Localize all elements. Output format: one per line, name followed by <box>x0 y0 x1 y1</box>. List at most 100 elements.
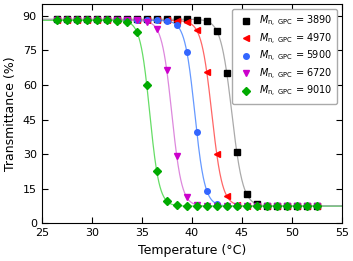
Legend: $\mathit{M}_{\mathrm{n,\ GPC}}$ = 3890, $\mathit{M}_{\mathrm{n,\ GPC}}$ = 4970, : $\mathit{M}_{\mathrm{n,\ GPC}}$ = 3890, … <box>233 9 337 104</box>
$\mathit{M}_{\mathrm{n,\ GPC}}$ = 9010 <box>104 19 109 22</box>
$\mathit{M}_{\mathrm{n,\ GPC}}$ = 3890 <box>245 193 249 196</box>
$\mathit{M}_{\mathrm{n,\ GPC}}$ = 3890 <box>145 17 149 21</box>
$\mathit{M}_{\mathrm{n,\ GPC}}$ = 3890 <box>205 20 209 23</box>
$\mathit{M}_{\mathrm{n,\ GPC}}$ = 4970 <box>275 205 279 208</box>
$\mathit{M}_{\mathrm{n,\ GPC}}$ = 6720 <box>215 205 219 208</box>
$\mathit{M}_{\mathrm{n,\ GPC}}$ = 4970 <box>285 205 289 208</box>
$\mathit{M}_{\mathrm{n,\ GPC}}$ = 4970 <box>185 20 189 23</box>
$\mathit{M}_{\mathrm{n,\ GPC}}$ = 3890 <box>155 17 159 21</box>
$\mathit{M}_{\mathrm{n,\ GPC}}$ = 5900 <box>215 202 219 205</box>
$\mathit{M}_{\mathrm{n,\ GPC}}$ = 9010 <box>95 19 99 22</box>
$\mathit{M}_{\mathrm{n,\ GPC}}$ = 5900 <box>315 205 319 208</box>
$\mathit{M}_{\mathrm{n,\ GPC}}$ = 3890 <box>185 18 189 21</box>
$\mathit{M}_{\mathrm{n,\ GPC}}$ = 4970 <box>305 205 309 208</box>
$\mathit{M}_{\mathrm{n,\ GPC}}$ = 3890 <box>225 72 229 75</box>
$\mathit{M}_{\mathrm{n,\ GPC}}$ = 9010 <box>145 83 149 86</box>
$\mathit{M}_{\mathrm{n,\ GPC}}$ = 6720 <box>305 205 309 208</box>
$\mathit{M}_{\mathrm{n,\ GPC}}$ = 5900 <box>255 205 259 208</box>
$\mathit{M}_{\mathrm{n,\ GPC}}$ = 5900 <box>235 205 239 208</box>
$\mathit{M}_{\mathrm{n,\ GPC}}$ = 6720 <box>275 205 279 208</box>
Line: $\mathit{M}_{\mathrm{n,\ GPC}}$ = 4970: $\mathit{M}_{\mathrm{n,\ GPC}}$ = 4970 <box>54 17 319 209</box>
$\mathit{M}_{\mathrm{n,\ GPC}}$ = 3890 <box>275 204 279 207</box>
$\mathit{M}_{\mathrm{n,\ GPC}}$ = 5900 <box>265 205 269 208</box>
$\mathit{M}_{\mathrm{n,\ GPC}}$ = 3890 <box>255 203 259 206</box>
$\mathit{M}_{\mathrm{n,\ GPC}}$ = 9010 <box>275 205 279 208</box>
$\mathit{M}_{\mathrm{n,\ GPC}}$ = 4970 <box>225 194 229 198</box>
$\mathit{M}_{\mathrm{n,\ GPC}}$ = 9010 <box>185 204 189 207</box>
$\mathit{M}_{\mathrm{n,\ GPC}}$ = 3890 <box>115 17 119 21</box>
$\mathit{M}_{\mathrm{n,\ GPC}}$ = 6720 <box>145 20 149 23</box>
$\mathit{M}_{\mathrm{n,\ GPC}}$ = 4970 <box>315 205 319 208</box>
$\mathit{M}_{\mathrm{n,\ GPC}}$ = 4970 <box>235 203 239 206</box>
$\mathit{M}_{\mathrm{n,\ GPC}}$ = 4970 <box>115 19 119 22</box>
$\mathit{M}_{\mathrm{n,\ GPC}}$ = 4970 <box>85 19 89 22</box>
$\mathit{M}_{\mathrm{n,\ GPC}}$ = 5900 <box>134 19 139 22</box>
$\mathit{M}_{\mathrm{n,\ GPC}}$ = 4970 <box>65 19 69 22</box>
$\mathit{M}_{\mathrm{n,\ GPC}}$ = 9010 <box>215 205 219 208</box>
$\mathit{M}_{\mathrm{n,\ GPC}}$ = 6720 <box>115 19 119 22</box>
$\mathit{M}_{\mathrm{n,\ GPC}}$ = 6720 <box>55 19 59 22</box>
$\mathit{M}_{\mathrm{n,\ GPC}}$ = 6720 <box>104 19 109 22</box>
$\mathit{M}_{\mathrm{n,\ GPC}}$ = 5900 <box>65 19 69 22</box>
$\mathit{M}_{\mathrm{n,\ GPC}}$ = 9010 <box>295 205 299 208</box>
$\mathit{M}_{\mathrm{n,\ GPC}}$ = 4970 <box>164 19 169 22</box>
$\mathit{M}_{\mathrm{n,\ GPC}}$ = 6720 <box>225 205 229 208</box>
$\mathit{M}_{\mathrm{n,\ GPC}}$ = 5900 <box>225 204 229 207</box>
$\mathit{M}_{\mathrm{n,\ GPC}}$ = 3890 <box>85 17 89 21</box>
$\mathit{M}_{\mathrm{n,\ GPC}}$ = 5900 <box>275 205 279 208</box>
$\mathit{M}_{\mathrm{n,\ GPC}}$ = 3890 <box>95 17 99 21</box>
$\mathit{M}_{\mathrm{n,\ GPC}}$ = 3890 <box>315 205 319 208</box>
$\mathit{M}_{\mathrm{n,\ GPC}}$ = 4970 <box>95 19 99 22</box>
$\mathit{M}_{\mathrm{n,\ GPC}}$ = 6720 <box>155 28 159 31</box>
$\mathit{M}_{\mathrm{n,\ GPC}}$ = 4970 <box>175 19 179 22</box>
$\mathit{M}_{\mathrm{n,\ GPC}}$ = 5900 <box>55 19 59 22</box>
$\mathit{M}_{\mathrm{n,\ GPC}}$ = 4970 <box>195 29 199 32</box>
$\mathit{M}_{\mathrm{n,\ GPC}}$ = 9010 <box>195 205 199 208</box>
$\mathit{M}_{\mathrm{n,\ GPC}}$ = 5900 <box>245 205 249 208</box>
$\mathit{M}_{\mathrm{n,\ GPC}}$ = 3890 <box>74 17 79 21</box>
$\mathit{M}_{\mathrm{n,\ GPC}}$ = 4970 <box>145 19 149 22</box>
$\mathit{M}_{\mathrm{n,\ GPC}}$ = 6720 <box>125 19 129 22</box>
$\mathit{M}_{\mathrm{n,\ GPC}}$ = 3890 <box>215 29 219 33</box>
$\mathit{M}_{\mathrm{n,\ GPC}}$ = 3890 <box>235 151 239 154</box>
$\mathit{M}_{\mathrm{n,\ GPC}}$ = 4970 <box>104 19 109 22</box>
Line: $\mathit{M}_{\mathrm{n,\ GPC}}$ = 9010: $\mathit{M}_{\mathrm{n,\ GPC}}$ = 9010 <box>54 17 319 209</box>
$\mathit{M}_{\mathrm{n,\ GPC}}$ = 6720 <box>74 19 79 22</box>
$\mathit{M}_{\mathrm{n,\ GPC}}$ = 6720 <box>95 19 99 22</box>
$\mathit{M}_{\mathrm{n,\ GPC}}$ = 5900 <box>125 19 129 22</box>
$\mathit{M}_{\mathrm{n,\ GPC}}$ = 5900 <box>185 50 189 53</box>
X-axis label: Temperature (°C): Temperature (°C) <box>138 244 246 257</box>
$\mathit{M}_{\mathrm{n,\ GPC}}$ = 6720 <box>164 69 169 72</box>
$\mathit{M}_{\mathrm{n,\ GPC}}$ = 5900 <box>104 19 109 22</box>
$\mathit{M}_{\mathrm{n,\ GPC}}$ = 6720 <box>185 196 189 199</box>
$\mathit{M}_{\mathrm{n,\ GPC}}$ = 5900 <box>285 205 289 208</box>
$\mathit{M}_{\mathrm{n,\ GPC}}$ = 9010 <box>74 19 79 22</box>
$\mathit{M}_{\mathrm{n,\ GPC}}$ = 6720 <box>315 205 319 208</box>
$\mathit{M}_{\mathrm{n,\ GPC}}$ = 5900 <box>115 19 119 22</box>
$\mathit{M}_{\mathrm{n,\ GPC}}$ = 9010 <box>175 204 179 207</box>
$\mathit{M}_{\mathrm{n,\ GPC}}$ = 4970 <box>55 19 59 22</box>
$\mathit{M}_{\mathrm{n,\ GPC}}$ = 3890 <box>134 17 139 21</box>
$\mathit{M}_{\mathrm{n,\ GPC}}$ = 9010 <box>285 205 289 208</box>
$\mathit{M}_{\mathrm{n,\ GPC}}$ = 3890 <box>265 204 269 207</box>
$\mathit{M}_{\mathrm{n,\ GPC}}$ = 6720 <box>195 203 199 206</box>
$\mathit{M}_{\mathrm{n,\ GPC}}$ = 9010 <box>255 205 259 208</box>
$\mathit{M}_{\mathrm{n,\ GPC}}$ = 3890 <box>65 17 69 21</box>
$\mathit{M}_{\mathrm{n,\ GPC}}$ = 9010 <box>245 205 249 208</box>
$\mathit{M}_{\mathrm{n,\ GPC}}$ = 5900 <box>164 19 169 22</box>
$\mathit{M}_{\mathrm{n,\ GPC}}$ = 9010 <box>55 19 59 22</box>
Line: $\mathit{M}_{\mathrm{n,\ GPC}}$ = 6720: $\mathit{M}_{\mathrm{n,\ GPC}}$ = 6720 <box>54 17 319 209</box>
$\mathit{M}_{\mathrm{n,\ GPC}}$ = 4970 <box>74 19 79 22</box>
$\mathit{M}_{\mathrm{n,\ GPC}}$ = 9010 <box>225 205 229 208</box>
$\mathit{M}_{\mathrm{n,\ GPC}}$ = 4970 <box>255 205 259 208</box>
$\mathit{M}_{\mathrm{n,\ GPC}}$ = 4970 <box>155 19 159 22</box>
$\mathit{M}_{\mathrm{n,\ GPC}}$ = 5900 <box>95 19 99 22</box>
$\mathit{M}_{\mathrm{n,\ GPC}}$ = 5900 <box>175 24 179 27</box>
Y-axis label: Transmittance (%): Transmittance (%) <box>4 56 17 171</box>
$\mathit{M}_{\mathrm{n,\ GPC}}$ = 9010 <box>155 170 159 173</box>
$\mathit{M}_{\mathrm{n,\ GPC}}$ = 9010 <box>315 205 319 208</box>
$\mathit{M}_{\mathrm{n,\ GPC}}$ = 4970 <box>265 205 269 208</box>
$\mathit{M}_{\mathrm{n,\ GPC}}$ = 3890 <box>295 205 299 208</box>
$\mathit{M}_{\mathrm{n,\ GPC}}$ = 6720 <box>85 19 89 22</box>
$\mathit{M}_{\mathrm{n,\ GPC}}$ = 6720 <box>205 204 209 207</box>
